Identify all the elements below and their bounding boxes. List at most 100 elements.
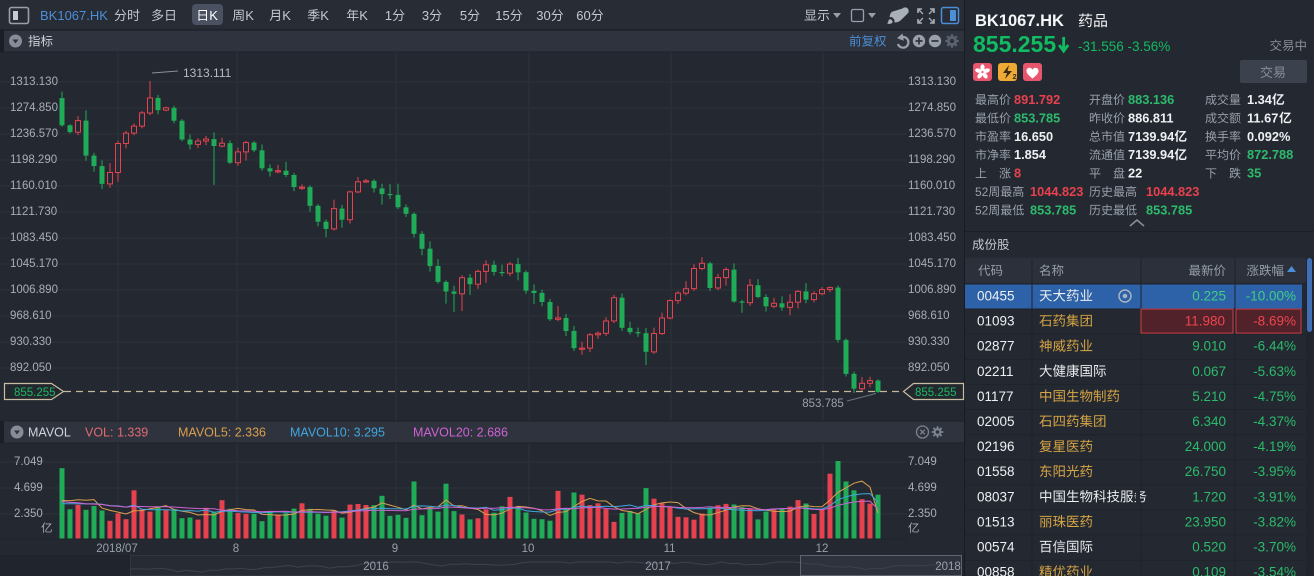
svg-text:-8.69%: -8.69% xyxy=(1253,314,1296,329)
svg-text:1313.111: 1313.111 xyxy=(183,66,232,80)
svg-text:BK1067.HK: BK1067.HK xyxy=(40,8,108,23)
svg-text:35: 35 xyxy=(1247,166,1261,181)
svg-text:1198.290: 1198.290 xyxy=(10,154,57,166)
svg-text:855.255: 855.255 xyxy=(14,387,56,399)
svg-text:1083.450: 1083.450 xyxy=(10,232,58,244)
svg-text:-4.75%: -4.75% xyxy=(1253,389,1296,404)
svg-text:-6.44%: -6.44% xyxy=(1253,339,1296,354)
svg-text:1.720: 1.720 xyxy=(1192,489,1226,504)
svg-text:1198.290: 1198.290 xyxy=(908,154,955,166)
svg-text:52: 52 xyxy=(975,203,989,217)
svg-text:7139.94: 7139.94 xyxy=(1128,129,1175,144)
svg-text:0.225: 0.225 xyxy=(1192,289,1226,304)
svg-text:1045.170: 1045.170 xyxy=(908,258,956,270)
svg-text:15: 15 xyxy=(495,8,509,23)
svg-text:2016: 2016 xyxy=(363,561,389,573)
svg-text:00858: 00858 xyxy=(977,565,1015,576)
svg-text:968.610: 968.610 xyxy=(908,310,950,322)
svg-text:-31.556 -3.56%: -31.556 -3.56% xyxy=(1078,39,1170,54)
svg-text:0.109: 0.109 xyxy=(1192,565,1226,576)
svg-text:-3.82%: -3.82% xyxy=(1253,514,1296,529)
svg-text:52: 52 xyxy=(975,185,989,199)
svg-text:1121.730: 1121.730 xyxy=(10,206,57,218)
svg-text:MAVOL5: 2.336: MAVOL5: 2.336 xyxy=(178,426,266,440)
svg-text:-3.70%: -3.70% xyxy=(1253,540,1296,555)
svg-text:968.610: 968.610 xyxy=(10,310,52,322)
svg-text:892.050: 892.050 xyxy=(908,362,950,374)
svg-text:60: 60 xyxy=(576,8,590,23)
svg-text:23.950: 23.950 xyxy=(1185,514,1226,529)
svg-text:1006.890: 1006.890 xyxy=(908,284,956,296)
svg-text:1274.850: 1274.850 xyxy=(908,102,956,114)
svg-text:00455: 00455 xyxy=(977,289,1015,304)
svg-text:3: 3 xyxy=(422,8,429,23)
svg-text:02005: 02005 xyxy=(977,414,1015,429)
svg-text:5: 5 xyxy=(460,8,467,23)
svg-text:01093: 01093 xyxy=(977,314,1015,329)
svg-text:892.050: 892.050 xyxy=(10,362,52,374)
svg-text:VOL: 1.339: VOL: 1.339 xyxy=(85,426,148,440)
svg-text:30: 30 xyxy=(536,8,550,23)
svg-text:02877: 02877 xyxy=(977,339,1015,354)
svg-text:1160.010: 1160.010 xyxy=(908,180,955,192)
svg-text:2.350: 2.350 xyxy=(14,508,43,520)
svg-text:-4.37%: -4.37% xyxy=(1253,414,1296,429)
svg-text:11: 11 xyxy=(664,543,676,555)
svg-text:886.811: 886.811 xyxy=(1128,110,1174,125)
svg-text:02196: 02196 xyxy=(977,439,1015,454)
svg-text:16.650: 16.650 xyxy=(1014,129,1053,144)
svg-text:12: 12 xyxy=(816,543,829,555)
svg-text:853.785: 853.785 xyxy=(1030,202,1076,217)
svg-text:9.010: 9.010 xyxy=(1192,339,1226,354)
svg-text:883.136: 883.136 xyxy=(1128,92,1174,107)
svg-text:1313.130: 1313.130 xyxy=(908,76,956,88)
svg-text:8: 8 xyxy=(233,543,239,555)
svg-text:855.255: 855.255 xyxy=(915,387,957,399)
svg-text:853.785: 853.785 xyxy=(802,398,844,410)
svg-text:5.210: 5.210 xyxy=(1192,389,1226,404)
svg-text:0.092%: 0.092% xyxy=(1247,129,1291,144)
svg-text:MAVOL: MAVOL xyxy=(28,426,71,440)
svg-text:10: 10 xyxy=(522,543,535,555)
svg-text:K: K xyxy=(209,8,218,23)
svg-text:-3.95%: -3.95% xyxy=(1253,464,1296,479)
svg-text:7139.94: 7139.94 xyxy=(1128,147,1175,162)
svg-text:-3.91%: -3.91% xyxy=(1253,489,1296,504)
svg-text:891.792: 891.792 xyxy=(1014,92,1060,107)
svg-text:-10.00%: -10.00% xyxy=(1246,289,1296,304)
svg-text:6.340: 6.340 xyxy=(1192,414,1226,429)
svg-text:2018: 2018 xyxy=(935,561,961,573)
svg-text:1121.730: 1121.730 xyxy=(908,206,955,218)
svg-text:2.350: 2.350 xyxy=(908,508,937,520)
svg-text:K: K xyxy=(282,8,291,23)
svg-text:01558: 01558 xyxy=(977,464,1015,479)
svg-text:01177: 01177 xyxy=(977,389,1014,404)
svg-text:853.785: 853.785 xyxy=(1014,110,1060,125)
svg-text:1: 1 xyxy=(385,8,392,23)
svg-text:1045.170: 1045.170 xyxy=(10,258,58,270)
svg-text:853.785: 853.785 xyxy=(1146,202,1192,217)
svg-text:26.750: 26.750 xyxy=(1185,464,1226,479)
svg-text:930.330: 930.330 xyxy=(10,336,52,348)
svg-text:1044.823: 1044.823 xyxy=(1030,184,1083,199)
svg-text:855.255: 855.255 xyxy=(973,31,1056,57)
svg-text:1236.570: 1236.570 xyxy=(908,128,956,140)
svg-text:4.699: 4.699 xyxy=(14,482,43,494)
svg-text:2017: 2017 xyxy=(645,561,671,573)
svg-text:930.330: 930.330 xyxy=(908,336,950,348)
svg-text:02211: 02211 xyxy=(977,364,1014,379)
svg-text:1044.823: 1044.823 xyxy=(1146,184,1199,199)
svg-text:1274.850: 1274.850 xyxy=(10,102,58,114)
svg-text:1.854: 1.854 xyxy=(1014,147,1047,162)
svg-text:1236.570: 1236.570 xyxy=(10,128,58,140)
svg-text:4.699: 4.699 xyxy=(908,482,937,494)
svg-text:9: 9 xyxy=(392,543,398,555)
svg-text:11.67: 11.67 xyxy=(1247,110,1278,125)
svg-text:08037: 08037 xyxy=(977,489,1015,504)
svg-text:24.000: 24.000 xyxy=(1185,439,1226,454)
svg-text:K: K xyxy=(245,8,254,23)
svg-text:1083.450: 1083.450 xyxy=(908,232,956,244)
svg-text:1160.010: 1160.010 xyxy=(10,180,57,192)
svg-text:11.980: 11.980 xyxy=(1185,314,1225,329)
svg-text:7.049: 7.049 xyxy=(14,456,43,468)
